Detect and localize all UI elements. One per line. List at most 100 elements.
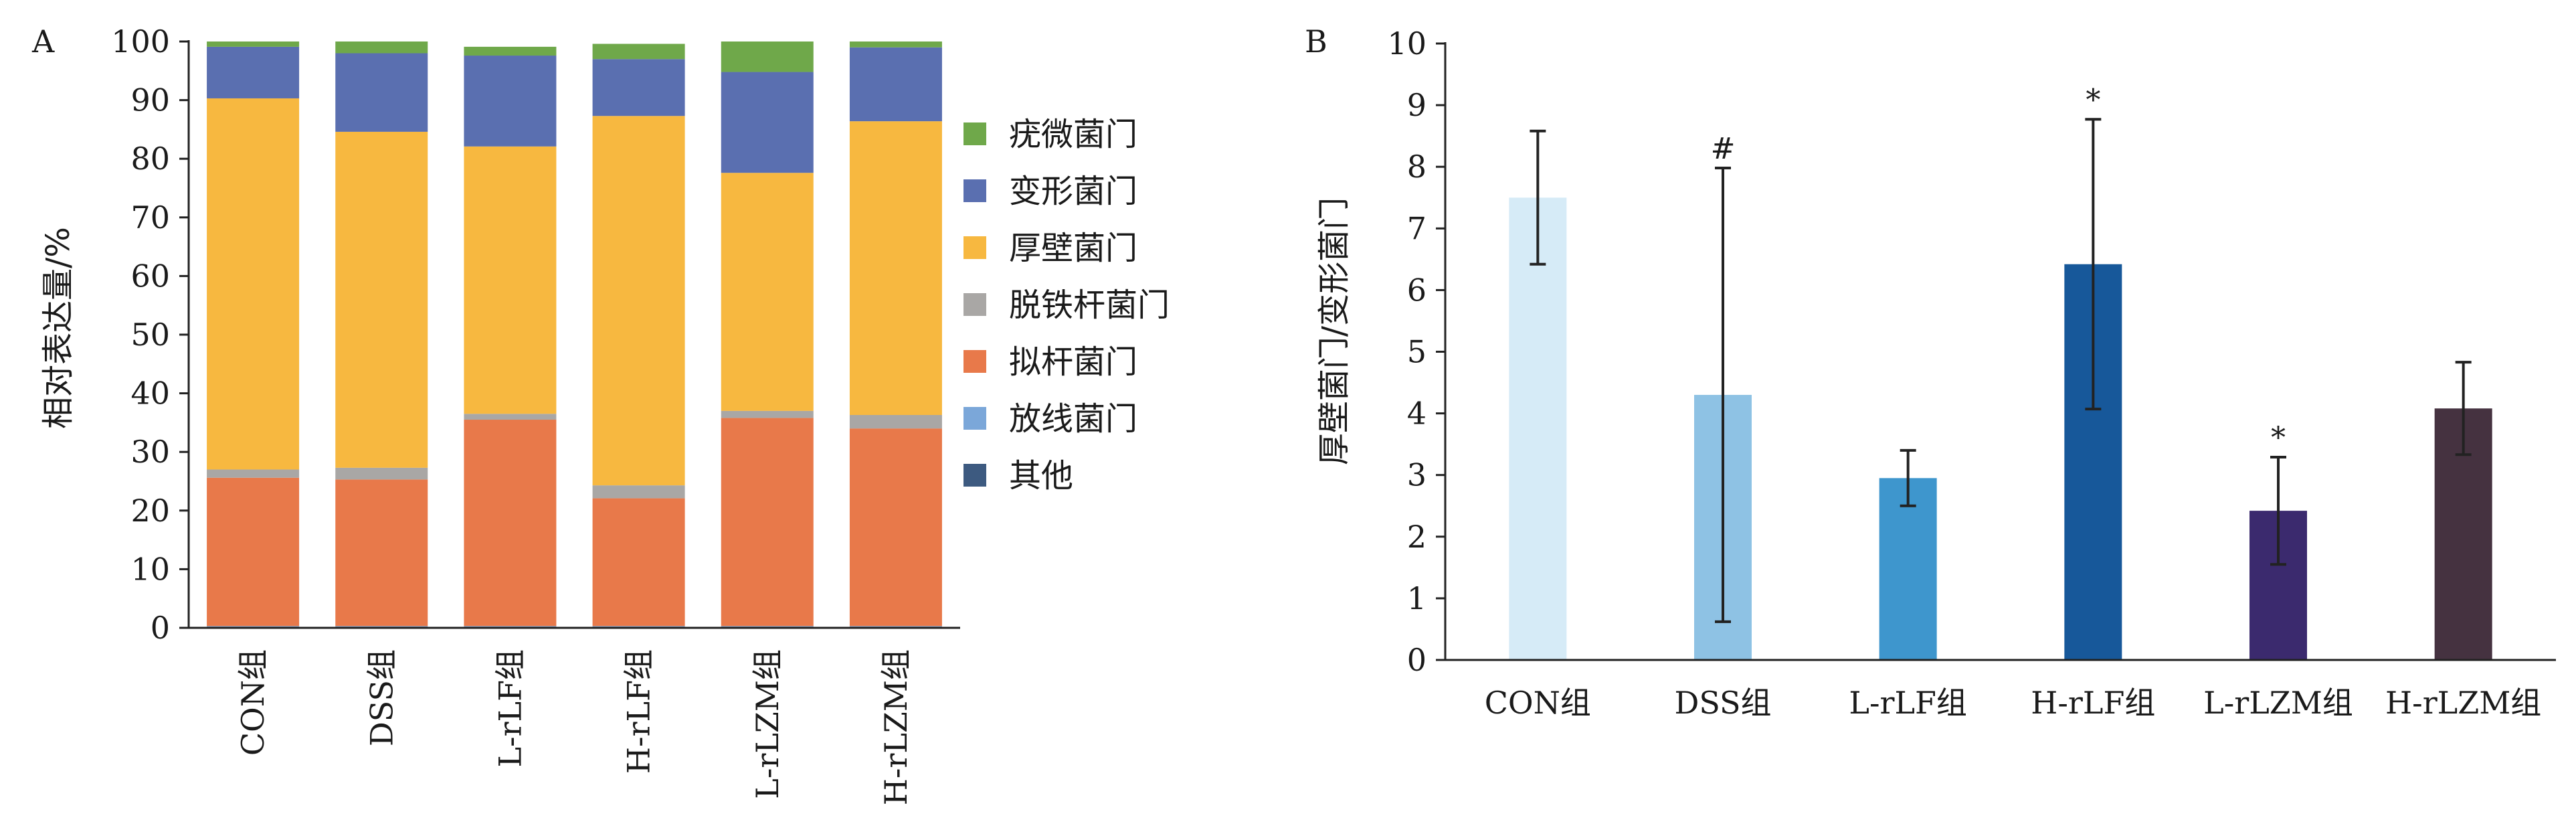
- y-tick-label: 80: [130, 141, 170, 177]
- bar-segment: [721, 41, 814, 72]
- bar-segment: [464, 146, 557, 414]
- legend-swatch: [963, 407, 986, 430]
- panel-b-significance-marks: # * *: [1711, 83, 2286, 455]
- bar-segment: [335, 131, 428, 468]
- x-tick-label: H-rLF组: [621, 649, 657, 774]
- bar: [1509, 197, 1567, 660]
- panel-b-y-axis-label: 厚壁菌门/变形菌门: [1315, 197, 1353, 465]
- y-tick-label: 100: [111, 23, 170, 60]
- panel-a-y-ticks: 0 10 20 30 40 50 60 70 80 90 100: [111, 23, 189, 646]
- bar-segment: [335, 479, 428, 626]
- bar-segment: [849, 47, 942, 122]
- panel-b-bars: [1509, 197, 2492, 660]
- y-tick-label: 5: [1407, 334, 1427, 370]
- y-tick-label: 50: [130, 317, 170, 353]
- bar-segment: [721, 173, 814, 411]
- bar-segment: [464, 56, 557, 147]
- bar-segment: [592, 485, 685, 499]
- y-tick-label: 0: [1407, 642, 1427, 678]
- significance-mark: *: [2271, 421, 2286, 455]
- bar-segment: [592, 498, 685, 626]
- x-tick-label: H-rLZM组: [878, 649, 914, 805]
- bar-segment: [592, 116, 685, 486]
- bar: [1879, 478, 1937, 660]
- bar-segment: [464, 420, 557, 626]
- y-tick-label: 6: [1407, 272, 1427, 308]
- bar-segment: [207, 469, 300, 478]
- legend-label: 疣微菌门: [1009, 116, 1137, 153]
- y-tick-label: 0: [151, 610, 170, 646]
- y-tick-label: 8: [1407, 149, 1427, 185]
- x-tick-label: L-rLZM组: [749, 649, 786, 799]
- bar-segment: [207, 477, 300, 626]
- bar-segment: [207, 41, 300, 47]
- y-tick-label: 4: [1407, 396, 1427, 432]
- legend-swatch: [963, 179, 986, 202]
- bar-segment: [849, 428, 942, 626]
- x-tick-label: H-rLZM组: [2385, 685, 2541, 721]
- y-tick-label: 20: [130, 493, 170, 529]
- panel-b-x-ticks: CON组 DSS组 L-rLF组 H-rLF组 L-rLZM组 H-rLZM组: [1485, 685, 2542, 721]
- x-tick-label: L-rLF组: [492, 649, 528, 768]
- significance-mark: *: [2086, 83, 2100, 117]
- panel-b-axes: [1444, 42, 2556, 661]
- bar-segment: [592, 44, 685, 60]
- bar-segment: [721, 418, 814, 626]
- bar-segment: [464, 46, 557, 56]
- x-tick-label: L-rLF组: [1849, 685, 1967, 721]
- panel-b-y-ticks: 0 1 2 3 4 5 6 7 8 9 10: [1387, 25, 1445, 678]
- x-tick-label: L-rLZM组: [2203, 685, 2353, 721]
- x-tick-label: CON组: [235, 649, 271, 756]
- legend-swatch: [963, 293, 986, 316]
- legend-swatch: [963, 350, 986, 373]
- bar-segment: [335, 53, 428, 132]
- bar-segment: [335, 41, 428, 54]
- y-tick-label: 10: [130, 551, 170, 587]
- y-tick-label: 10: [1387, 25, 1427, 62]
- legend-label: 脱铁杆菌门: [1009, 286, 1170, 324]
- panel-a-x-ticks: CON组 DSS组 L-rLF组 H-rLF组 L-rLZM组 H-rLZM组: [235, 649, 914, 805]
- x-tick-label: DSS组: [363, 649, 399, 746]
- legend-label: 厚壁菌门: [1009, 230, 1137, 267]
- bar-segment: [849, 121, 942, 416]
- panel-b-error-bars: [1530, 118, 2472, 623]
- legend-label: 拟杆菌门: [1009, 343, 1137, 381]
- legend-swatch: [963, 464, 986, 487]
- y-tick-label: 60: [130, 258, 170, 294]
- bar-segment: [335, 467, 428, 480]
- x-tick-label: CON组: [1485, 685, 1591, 721]
- bar-segment: [849, 415, 942, 429]
- x-tick-label: H-rLF组: [2031, 685, 2155, 721]
- bar-segment: [464, 414, 557, 420]
- legend-swatch: [963, 236, 986, 259]
- y-tick-label: 2: [1407, 519, 1427, 555]
- y-tick-label: 7: [1407, 210, 1427, 246]
- y-tick-label: 40: [130, 375, 170, 412]
- y-tick-label: 9: [1407, 87, 1427, 123]
- y-tick-label: 30: [130, 434, 170, 470]
- y-tick-label: 3: [1407, 457, 1427, 493]
- panel-b-label: B: [1305, 23, 1327, 60]
- y-tick-label: 1: [1407, 580, 1427, 616]
- panel-b-bar-chart: B 厚壁菌门/变形菌门 0 1 2 3 4 5 6 7 8 9 10 # * * CON组 DSS组 L-r…: [1305, 23, 2556, 721]
- significance-mark: #: [1711, 132, 1736, 166]
- bar-segment: [207, 98, 300, 470]
- y-tick-label: 90: [130, 82, 170, 118]
- panel-a-bars: [207, 41, 942, 628]
- bar-segment: [207, 46, 300, 98]
- panel-a-y-axis-label: 相对表达量/%: [39, 227, 77, 429]
- legend-label: 其他: [1009, 457, 1073, 495]
- panel-a-stacked-bar-chart: A 相对表达量/% 0 10 20 30 40 50 60 70 80 90 100 CON组 DSS…: [31, 23, 1170, 805]
- legend-label: 变形菌门: [1009, 173, 1137, 210]
- panel-a-axes: [187, 40, 960, 629]
- bar-segment: [721, 72, 814, 173]
- bar-segment: [592, 59, 685, 116]
- panel-a-label: A: [31, 23, 55, 60]
- legend-label: 放线菌门: [1009, 400, 1137, 438]
- bar-segment: [849, 41, 942, 48]
- bar-segment: [721, 410, 814, 418]
- legend-swatch: [963, 122, 986, 145]
- x-tick-label: DSS组: [1674, 685, 1771, 721]
